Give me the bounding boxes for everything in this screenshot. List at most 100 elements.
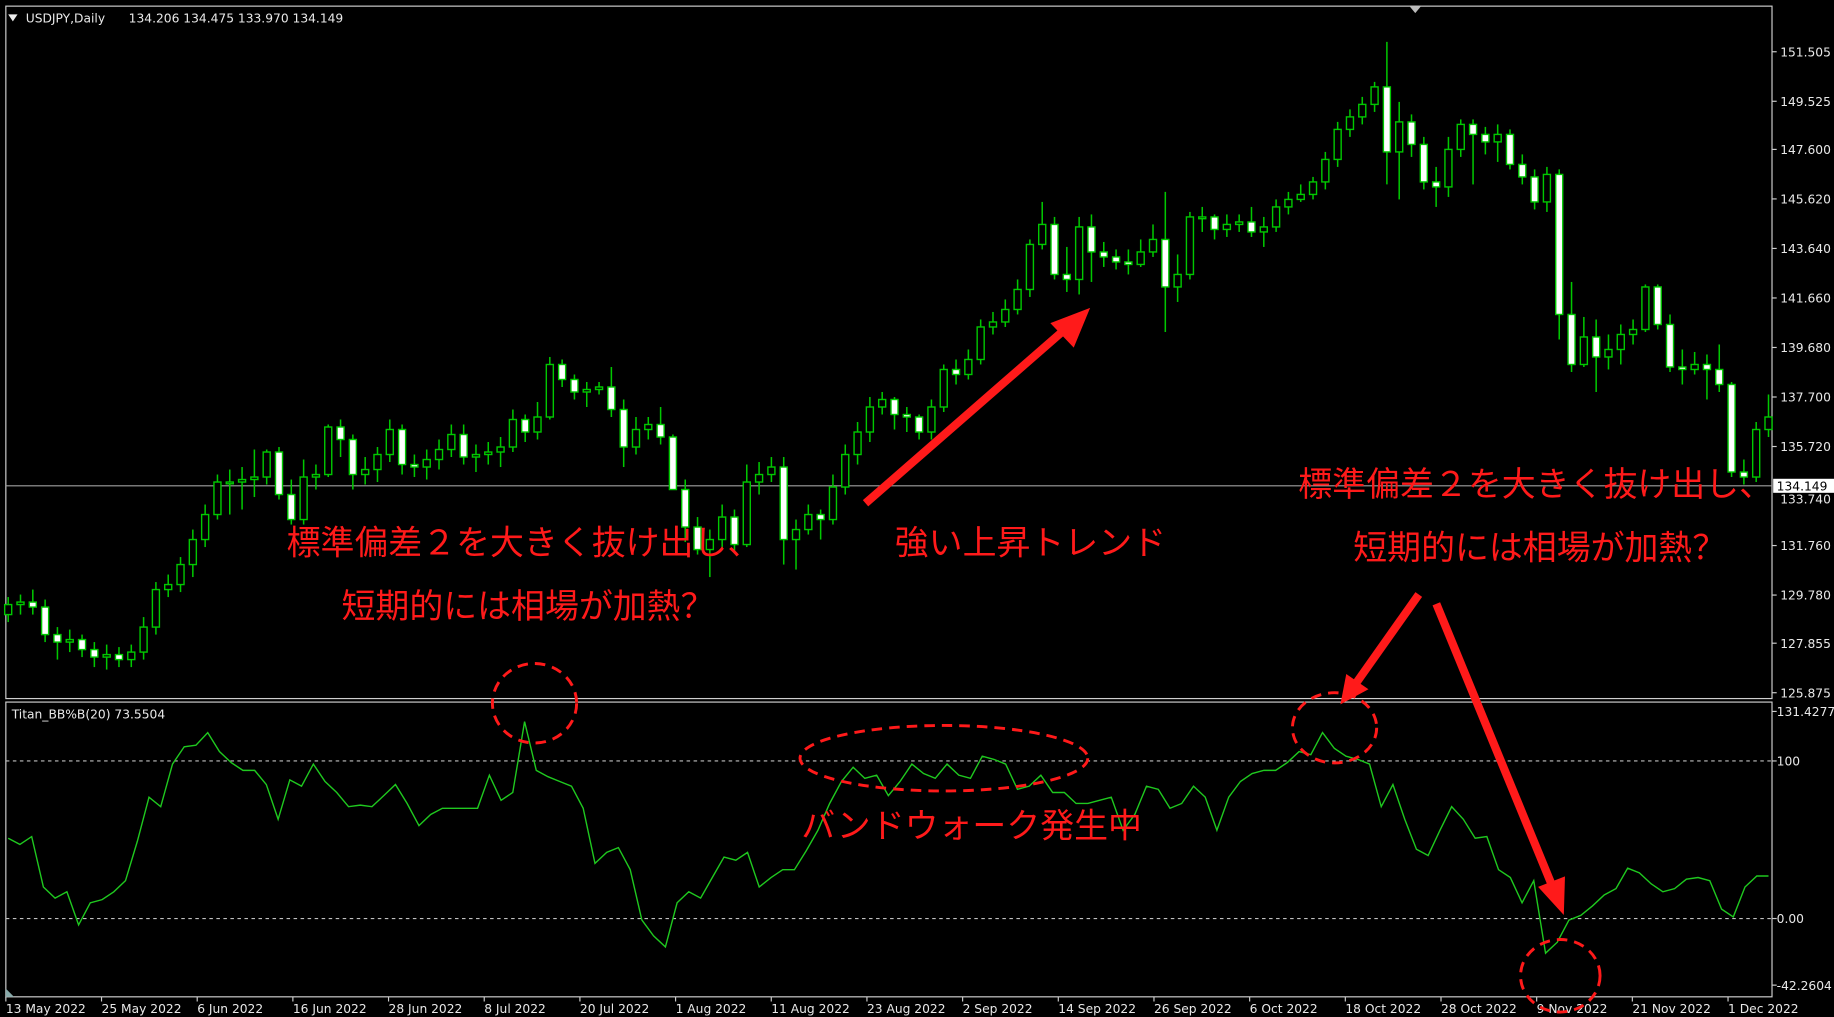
bull-candle	[1394, 101, 1404, 200]
indicator-tick-label: 0.00	[1777, 912, 1804, 926]
candle-body	[508, 418, 518, 448]
bear-candle	[693, 517, 702, 555]
indicator-axis[interactable]: 131.4277 100 0.00 -42.2604	[1772, 705, 1834, 993]
bull-candle	[471, 444, 481, 473]
bull-candle	[385, 419, 395, 463]
price-axis[interactable]: 151.505 149.525 147.600 145.620 143.640 141.6…	[1772, 45, 1834, 700]
bear-candle	[1505, 129, 1515, 170]
bull-candle	[582, 381, 591, 407]
bull-candle	[865, 396, 875, 443]
candle-body	[213, 481, 222, 516]
highlight-circle	[1519, 938, 1602, 1014]
indicator-panel[interactable]	[5, 701, 1773, 998]
candle-body	[804, 513, 813, 531]
time-axis[interactable]: 13 May 2022 25 May 2022 6 Jun 2022 16 Jun 2…	[5, 996, 1799, 1016]
bear-candle	[1161, 191, 1170, 332]
time-marker-icon[interactable]	[1409, 6, 1422, 14]
bear-candle	[1530, 169, 1539, 210]
bear-candle	[779, 457, 788, 565]
candle-body	[324, 426, 333, 476]
price-tick-label: 131.760	[1780, 539, 1831, 553]
bear-candle	[336, 419, 345, 458]
candle-body	[1382, 86, 1392, 153]
bear-candle	[397, 424, 407, 475]
bear-candle	[607, 366, 616, 418]
highlight-circle	[1290, 691, 1379, 765]
candle-body	[360, 468, 370, 476]
annotation-bandwalk: バンドウォーク発生中	[801, 807, 1142, 846]
bull-candle	[373, 447, 382, 483]
bull-candle	[508, 409, 518, 453]
candle-body	[1690, 363, 1699, 371]
bull-candle	[877, 391, 887, 415]
price-tick-label: 143.640	[1780, 242, 1831, 256]
annotation-trend: 強い上昇トレンド	[895, 524, 1166, 563]
candle-body	[373, 453, 382, 471]
candle-body	[1345, 116, 1355, 131]
candle-body	[40, 606, 50, 636]
candle-body	[200, 513, 210, 541]
price-panel[interactable]	[5, 5, 1773, 700]
candle-body	[1161, 238, 1170, 288]
bull-candle	[1456, 119, 1465, 157]
candle-body	[1198, 216, 1207, 220]
candle-body	[3, 603, 13, 616]
bull-candle	[1333, 121, 1342, 167]
bull-candle	[1234, 214, 1244, 232]
bear-candle	[520, 414, 530, 443]
time-tick-label: 20 Jul 2022	[580, 1002, 649, 1016]
candle-body	[1591, 336, 1601, 358]
candle-body	[791, 528, 801, 541]
bull-candle	[1001, 299, 1010, 327]
bull-candle	[964, 349, 973, 380]
annotation-left-line2: 短期的には相場が加熱？	[342, 587, 715, 626]
bull-candle	[927, 399, 936, 440]
candle-body	[1136, 251, 1145, 266]
candle-body	[1001, 308, 1010, 323]
bull-candle	[3, 597, 13, 623]
candle-body	[176, 563, 185, 586]
candle-body	[1173, 273, 1182, 288]
collapse-triangle-icon[interactable]	[8, 14, 18, 22]
candles-layer	[3, 41, 1773, 670]
bear-candle	[1210, 214, 1219, 240]
bull-candle	[324, 424, 333, 478]
bull-candle	[151, 582, 161, 635]
bear-candle	[53, 627, 62, 660]
bear-candle	[1050, 216, 1059, 280]
bear-candle	[1111, 249, 1121, 270]
candle-body	[287, 493, 296, 521]
candle-body	[348, 438, 358, 476]
bull-candle	[1013, 279, 1022, 315]
time-tick-label: 2 Sep 2022	[963, 1002, 1033, 1016]
candle-body	[1751, 428, 1761, 478]
bear-candle	[1702, 354, 1712, 400]
bear-candle	[348, 434, 358, 490]
time-tick-label: 6 Jun 2022	[197, 1002, 263, 1016]
bear-candle	[1727, 381, 1736, 478]
current-price-badge	[1773, 478, 1834, 493]
bull-candle	[213, 474, 222, 520]
bear-candle	[1678, 349, 1687, 385]
bear-candle	[1419, 136, 1429, 190]
candle-body	[1444, 148, 1453, 188]
bull-candle	[262, 449, 271, 485]
candle-body	[1038, 223, 1047, 246]
bull-candle	[1690, 351, 1699, 375]
candle-body	[902, 413, 912, 418]
candle-body	[1062, 273, 1072, 281]
bull-candle	[545, 356, 555, 420]
bull-candle	[16, 594, 25, 615]
candle-body	[730, 516, 739, 546]
candle-body	[1456, 123, 1465, 151]
candle-body	[1764, 416, 1773, 431]
candle-body	[890, 398, 899, 416]
time-tick-label: 1 Dec 2022	[1728, 1002, 1799, 1016]
candle-body	[1641, 286, 1650, 331]
bull-candle	[1345, 109, 1355, 137]
candle-body	[1493, 133, 1502, 143]
time-tick-label: 25 May 2022	[102, 1002, 182, 1016]
candle-body	[1234, 221, 1244, 226]
bull-candle	[1493, 124, 1502, 162]
